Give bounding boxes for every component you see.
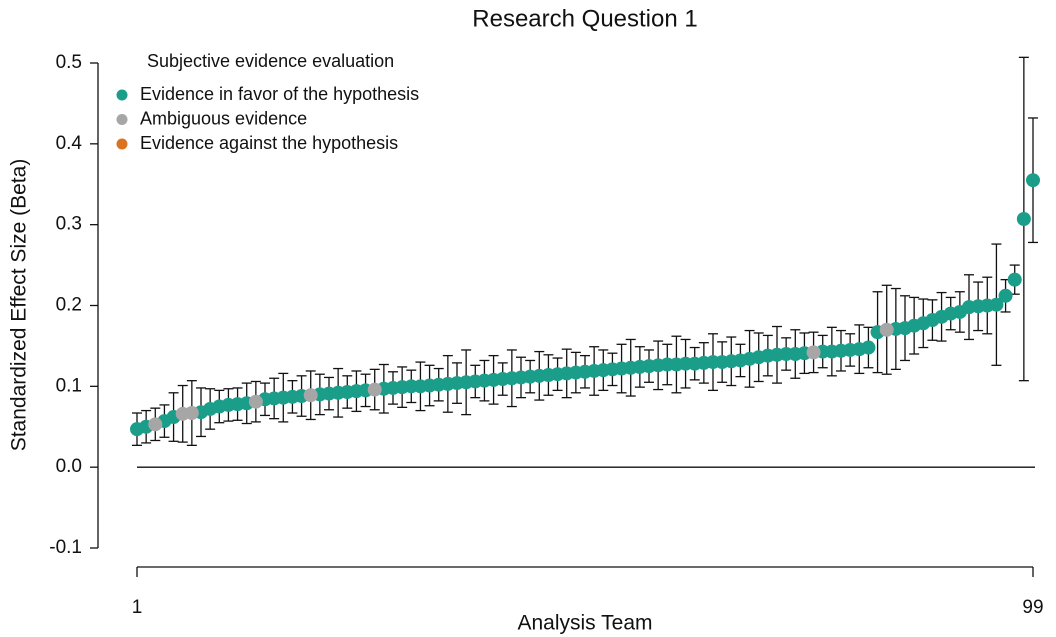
legend-title: Subjective evidence evaluation <box>147 51 394 71</box>
y-tick-label: -0.1 <box>49 537 82 558</box>
x-axis-label: Analysis Team <box>517 612 652 635</box>
point <box>184 406 199 421</box>
legend-marker <box>116 138 128 150</box>
chart-title: Research Question 1 <box>472 5 697 32</box>
point <box>879 322 894 337</box>
point <box>1007 272 1022 287</box>
y-tick-label: 0.0 <box>56 456 82 477</box>
x-tick-label: 99 <box>1022 597 1043 618</box>
point <box>248 394 263 409</box>
y-tick-label: 0.3 <box>56 214 82 235</box>
y-tick-label: 0.4 <box>56 133 83 154</box>
y-tick-label: 0.2 <box>56 295 82 316</box>
point <box>1016 212 1031 227</box>
point <box>367 382 382 397</box>
legend-label: Ambiguous evidence <box>140 108 307 128</box>
y-tick-label: 0.1 <box>56 375 82 396</box>
x-tick-label: 1 <box>132 597 143 618</box>
point <box>806 345 821 360</box>
point <box>998 288 1013 303</box>
point <box>989 297 1004 312</box>
point <box>861 340 876 355</box>
legend-marker <box>116 114 128 125</box>
legend-label: Evidence in favor of the hypothesis <box>140 84 419 104</box>
legend-label: Evidence against the hypothesis <box>140 133 398 153</box>
y-axis-label: Standardized Effect Size (Beta) <box>8 159 31 452</box>
y-tick-label: 0.5 <box>56 52 82 73</box>
point <box>303 388 318 403</box>
point <box>1026 173 1040 188</box>
point <box>148 417 163 432</box>
legend-marker <box>116 89 128 101</box>
